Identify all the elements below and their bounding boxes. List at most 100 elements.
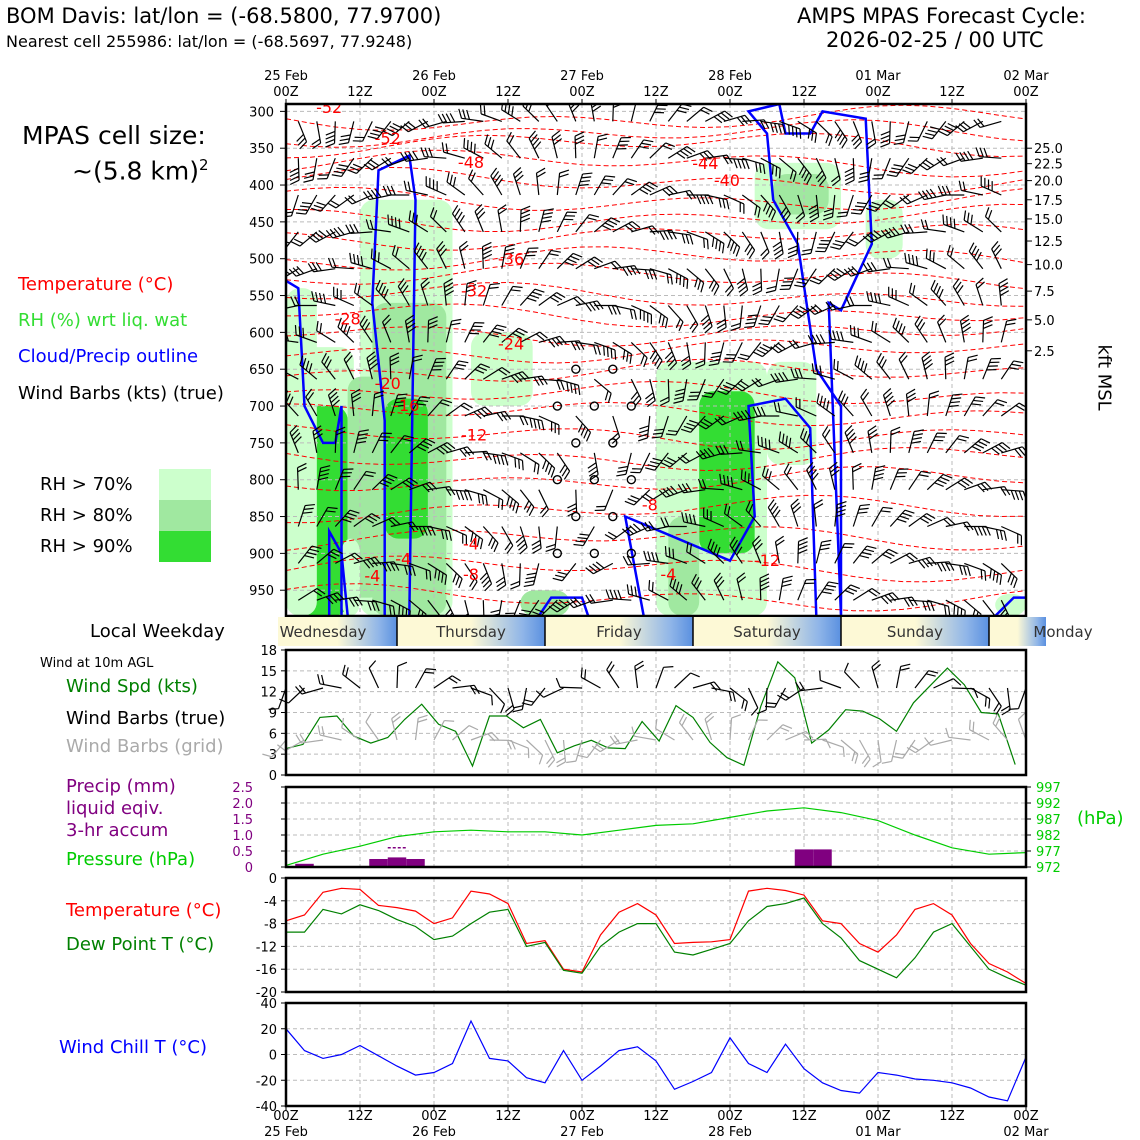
- surface-wind-barb: [933, 678, 962, 689]
- grid-wind-barb: [992, 714, 1008, 741]
- barb-flag: [906, 388, 916, 395]
- barb-flag: [449, 486, 456, 496]
- wind-barb: [538, 378, 565, 391]
- wind-barb: [723, 157, 750, 170]
- barb-flag: [657, 104, 668, 107]
- precip-tick-label: 0.5: [232, 845, 253, 860]
- barb-flag: [333, 286, 335, 297]
- barb-flag: [699, 449, 707, 459]
- barb-flag: [849, 436, 857, 445]
- barb-flag: [496, 412, 504, 422]
- barb-flag: [701, 395, 712, 399]
- barb-flag: [785, 435, 788, 446]
- barb-flag: [786, 466, 792, 476]
- wind-barb: [387, 214, 410, 233]
- barb-flag: [731, 539, 738, 549]
- wind-barb: [752, 268, 763, 296]
- grid-wind-barb: [858, 739, 871, 768]
- wind-barb: [605, 589, 632, 601]
- barb-flag: [878, 356, 885, 366]
- barb-flag: [570, 255, 580, 261]
- barb-flag: [850, 584, 860, 590]
- barb-flag: [678, 321, 684, 332]
- barb-flag: [779, 288, 790, 291]
- barb-flag: [289, 167, 299, 174]
- barb-flag: [890, 430, 901, 436]
- barb-flag: [319, 323, 323, 333]
- barb-flag: [764, 468, 769, 479]
- barb-flag: [836, 330, 841, 341]
- barb-staff: [992, 723, 1008, 741]
- barb-flag: [811, 130, 814, 141]
- barb-flag: [603, 178, 614, 182]
- barb-flag: [872, 177, 883, 180]
- barb-flag: [844, 175, 855, 182]
- temperature-contour: [286, 166, 1026, 195]
- barb-flag: [798, 537, 808, 542]
- wind-barb: [686, 541, 706, 564]
- barb-flag: [347, 512, 357, 517]
- surface-wind-barb: [505, 687, 515, 716]
- barb-flag: [289, 171, 300, 178]
- barb-flag: [960, 314, 969, 322]
- barb-flag: [404, 565, 408, 575]
- barb-flag: [804, 582, 815, 585]
- wind-barb: [501, 526, 514, 554]
- temperature-label: -36: [498, 250, 524, 269]
- surface-wind-barb: [970, 687, 991, 709]
- barb-flag: [359, 429, 369, 433]
- barb-flag: [983, 316, 993, 321]
- barb-flag: [917, 560, 926, 569]
- barb-flag: [560, 380, 565, 391]
- barb-flag: [455, 490, 461, 500]
- barb-flag: [348, 195, 357, 203]
- wind-barb: [468, 169, 484, 196]
- barb-flag: [304, 171, 315, 175]
- barb-flag: [791, 126, 794, 137]
- barb-flag: [868, 590, 878, 597]
- barb-flag: [589, 474, 599, 481]
- barb-flag: [745, 322, 756, 325]
- barb-flag: [318, 230, 327, 238]
- barb-flag: [711, 282, 717, 292]
- barb-flag: [470, 172, 476, 182]
- wind-barb: [445, 402, 473, 417]
- barb-flag: [904, 224, 910, 234]
- wind-barb: [844, 425, 857, 454]
- barb-flag: [588, 565, 598, 573]
- barb-flag: [460, 244, 469, 252]
- barb-flag: [597, 137, 608, 142]
- barb-flag: [822, 398, 827, 408]
- temperature-label: -28: [335, 309, 361, 328]
- top-hour-label: 00Z: [865, 85, 891, 100]
- barb-flag: [391, 244, 396, 255]
- barb-flag: [370, 248, 373, 259]
- barb-flag: [425, 176, 427, 187]
- wind-barb: [852, 545, 877, 564]
- barb-flag: [833, 359, 836, 369]
- barb-flag: [566, 381, 569, 392]
- barb-flag: [967, 354, 978, 359]
- barb-flag: [736, 411, 744, 421]
- wind-barb: [296, 121, 308, 150]
- wind-barb: [557, 378, 581, 396]
- barb-flag: [910, 744, 920, 751]
- barb-flag: [566, 211, 577, 214]
- barb-flag: [486, 451, 492, 461]
- barb-flag: [422, 440, 433, 447]
- wind-barb: [497, 204, 508, 233]
- barb-flag: [679, 106, 690, 111]
- barb-flag: [311, 291, 315, 302]
- barb-flag: [883, 388, 892, 396]
- wind-barb: [352, 121, 373, 142]
- barb-flag: [744, 114, 752, 124]
- barb-flag: [683, 148, 693, 155]
- legend-rh70-label: RH > 70%: [40, 474, 133, 495]
- barb-flag: [491, 732, 499, 740]
- barb-flag: [482, 249, 492, 256]
- surface-wind-barb: [414, 668, 437, 689]
- barb-flag: [509, 498, 514, 509]
- barb-flag: [546, 755, 554, 765]
- barb-flag: [449, 174, 453, 185]
- barb-flag: [750, 707, 759, 716]
